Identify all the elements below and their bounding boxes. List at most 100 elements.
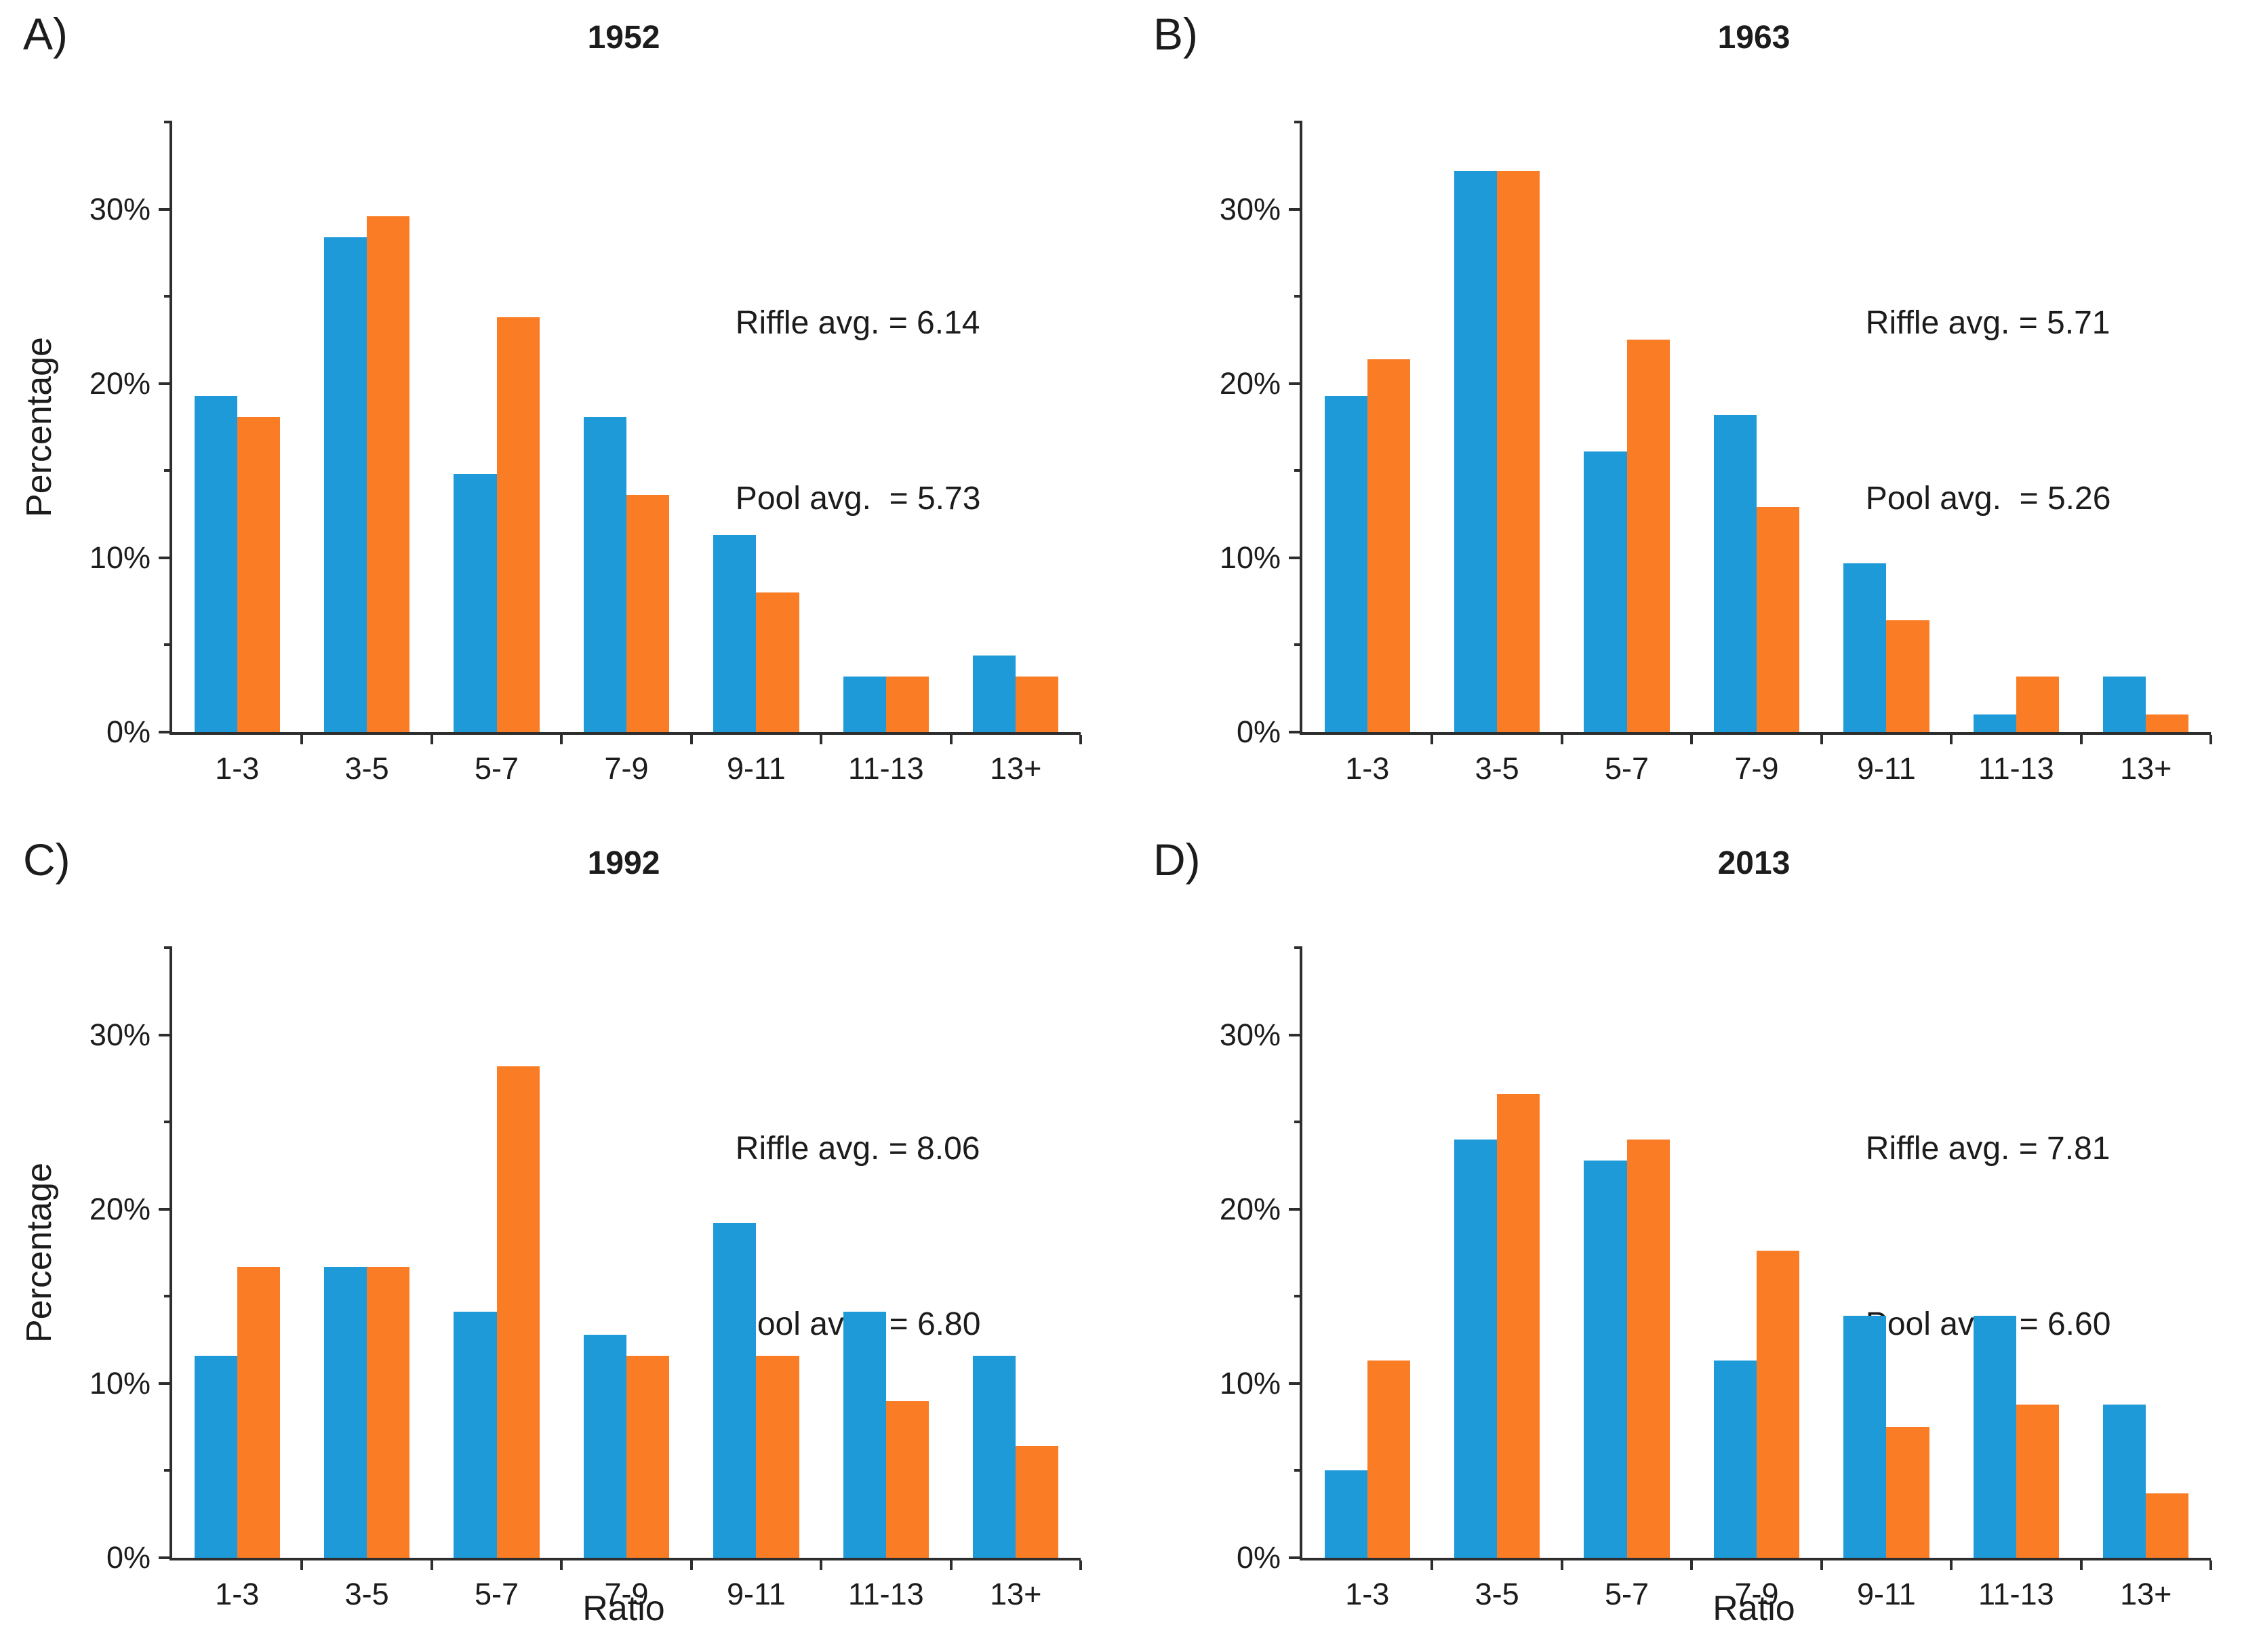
riffle-avg-text: Riffle avg. = 8.06 (735, 1130, 980, 1167)
x-tick-label: 9-11 (1857, 751, 1916, 786)
panel-letter-d: D) (1153, 834, 1201, 885)
y-axis-minor-tick (164, 1295, 172, 1298)
bar-group-5-7 (432, 122, 561, 732)
bar-pool-1-3 (237, 1266, 280, 1558)
x-axis-tick (430, 735, 433, 744)
x-tick-label: 9-11 (727, 1577, 786, 1611)
y-axis-tick (159, 382, 172, 385)
y-axis-minor-tick (164, 121, 172, 123)
bar-pool-1-3 (1367, 1361, 1410, 1558)
bar-group-1-3 (172, 948, 302, 1558)
bar-riffle-1-3 (1324, 1470, 1367, 1558)
y-tick-label: 20% (89, 365, 151, 401)
x-tick-label: 11-13 (847, 751, 924, 786)
bar-riffle-5-7 (454, 474, 497, 732)
y-axis-minor-tick (1294, 469, 1302, 472)
y-tick-label: 0% (1236, 714, 1281, 749)
y-tick-label: 30% (1219, 1017, 1281, 1052)
x-tick-labels: 1-3 3-5 5-7 7-9 9-11 11-13 13+ (1302, 751, 2211, 786)
bar-riffle-9-11 (713, 535, 757, 732)
bar-group-7-9 (561, 122, 691, 732)
x-axis-tick (1950, 735, 1953, 744)
bar-group-13+ (2081, 122, 2211, 732)
x-tick-label: 1-3 (1345, 751, 1390, 786)
bar-pool-1-3 (237, 416, 280, 732)
bar-riffle-7-9 (1713, 1361, 1757, 1558)
y-tick-label: 10% (89, 1365, 151, 1401)
bar-riffle-9-11 (713, 1223, 757, 1558)
bar-riffle-5-7 (454, 1312, 497, 1558)
y-tick-label: 30% (89, 1017, 151, 1052)
panel-letter-c: C) (23, 834, 71, 885)
x-axis-tick (1950, 1560, 1953, 1570)
x-axis-tick (1820, 1560, 1823, 1570)
avg-annotation: Riffle avg. = 5.71 Pool avg. = 5.26 (1866, 177, 2111, 645)
bar-group-3-5 (1432, 122, 1561, 732)
x-axis-tick (560, 1560, 563, 1570)
bar-groups (1302, 122, 2211, 732)
x-axis-tick (689, 1560, 693, 1570)
y-axis-tick (159, 731, 172, 733)
x-tick-label: 13+ (990, 751, 1042, 786)
bar-group-5-7 (432, 948, 561, 1558)
y-axis-minor-tick (1294, 1121, 1302, 1124)
bar-group-11-13 (1951, 948, 2081, 1558)
x-tick-label: 1-3 (215, 751, 260, 786)
bar-group-1-3 (172, 122, 302, 732)
bar-pool-5-7 (496, 1066, 540, 1558)
x-axis-title: Ratio (1713, 1589, 1795, 1628)
bar-pool-9-11 (756, 592, 799, 732)
x-tick-label: 5-7 (1605, 1577, 1649, 1611)
x-axis-tick (820, 1560, 823, 1570)
bar-group-7-9 (561, 948, 691, 1558)
bar-group-5-7 (1562, 122, 1692, 732)
bar-riffle-11-13 (1973, 714, 2016, 732)
y-tick-label: 20% (1219, 1191, 1281, 1226)
x-tick-label: 5-7 (475, 1577, 519, 1611)
panel-1992: C) 1992 Percentage Riffle avg. = 8.06 Po… (0, 826, 1130, 1652)
bar-riffle-7-9 (583, 1334, 626, 1558)
x-tick-label: 7-9 (604, 751, 649, 786)
bar-pool-3-5 (1497, 171, 1540, 732)
x-axis-tick (1430, 1560, 1434, 1570)
y-tick-label: 10% (1219, 1365, 1281, 1401)
x-tick-label: 11-13 (847, 1577, 924, 1611)
y-axis-tick (1289, 1207, 1302, 1211)
bar-pool-13+ (2146, 714, 2189, 732)
x-tick-label: 7-9 (1734, 1577, 1779, 1611)
bar-group-13+ (951, 122, 1081, 732)
x-axis-tick (1690, 1560, 1694, 1570)
y-axis-minor-tick (1294, 121, 1302, 123)
x-axis-tick (1430, 735, 1434, 744)
avg-annotation: Riffle avg. = 7.81 Pool avg. = 6.60 (1866, 1003, 2111, 1471)
bar-pool-7-9 (626, 495, 670, 732)
panel-letter-a: A) (23, 9, 68, 59)
avg-annotation: Riffle avg. = 6.14 Pool avg. = 5.73 (736, 177, 981, 645)
y-axis-minor-tick (164, 295, 172, 298)
bar-riffle-11-13 (843, 1312, 886, 1558)
x-tick-label: 5-7 (475, 751, 519, 786)
bar-pool-11-13 (2016, 676, 2059, 732)
y-axis-minor-tick (1294, 1295, 1302, 1298)
bar-group-11-13 (821, 948, 951, 1558)
y-axis-tick (1289, 1382, 1302, 1385)
x-tick-label: 13+ (990, 1577, 1042, 1611)
bar-pool-1-3 (1367, 359, 1410, 732)
bar-group-3-5 (1432, 948, 1561, 1558)
y-axis-minor-tick (1294, 295, 1302, 298)
bar-group-9-11 (1822, 122, 1951, 732)
bar-group-11-13 (821, 122, 951, 732)
bar-riffle-13+ (2103, 676, 2146, 732)
bar-pool-9-11 (1886, 1427, 1929, 1558)
bar-pool-7-9 (1756, 507, 1800, 732)
y-axis-title: Percentage (20, 337, 59, 517)
y-tick-label: 0% (106, 1540, 151, 1575)
y-tick-label: 10% (1219, 540, 1281, 575)
bar-riffle-11-13 (843, 676, 886, 732)
x-axis-tick (1079, 735, 1082, 744)
bar-riffle-5-7 (1584, 1160, 1627, 1558)
y-axis-minor-tick (1294, 643, 1302, 647)
y-axis-minor-tick (164, 469, 172, 472)
x-axis-tick (300, 735, 304, 744)
y-axis-tick (1289, 1033, 1302, 1036)
